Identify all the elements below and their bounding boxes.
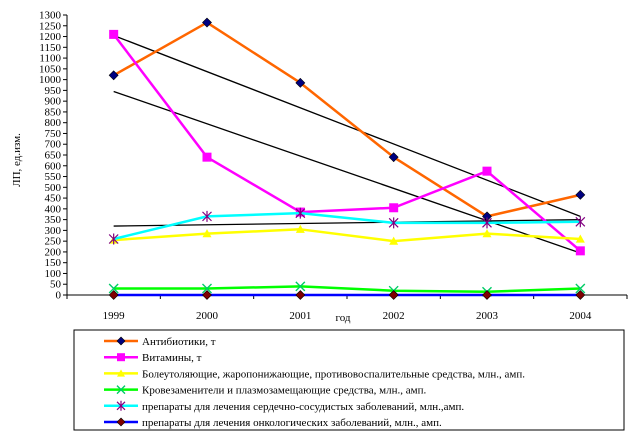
data-point xyxy=(108,70,119,81)
trendline xyxy=(113,34,581,217)
legend-entry-label: Антибиотики, т xyxy=(142,336,216,348)
y-tick-label: 400 xyxy=(45,203,62,215)
x-tick-label: 2003 xyxy=(476,310,499,322)
legend-swatch-marker xyxy=(116,385,126,395)
legend-swatch-marker xyxy=(117,369,125,377)
x-axis-title: год xyxy=(335,312,350,324)
legend-entry-label: Кровезаменители и плазмозамещающие средс… xyxy=(142,385,426,397)
data-point xyxy=(202,283,212,294)
legend-swatch-marker xyxy=(116,417,126,427)
data-point xyxy=(482,290,492,300)
data-point xyxy=(295,290,306,300)
y-tick-label: 500 xyxy=(45,182,62,194)
series-lines xyxy=(108,17,586,300)
legend-swatch-marker xyxy=(117,353,125,362)
legend: Антибиотики, т Витамины, т Болеутоляющие, … xyxy=(73,329,625,431)
trendline xyxy=(113,218,581,227)
y-tick-label: 200 xyxy=(45,246,62,258)
legend-entry-label: препараты для лечения сердечно-сосудисты… xyxy=(142,401,464,413)
y-tick-label: 350 xyxy=(45,214,62,226)
legend-entry-label: препараты для лечения онкологических заб… xyxy=(142,417,442,429)
y-tick-label: 1200 xyxy=(39,31,62,43)
data-point xyxy=(575,189,586,200)
data-point xyxy=(202,290,212,300)
data-point xyxy=(575,290,586,300)
data-point xyxy=(575,283,586,294)
data-point xyxy=(388,290,399,300)
data-point xyxy=(202,229,212,238)
legend-swatch-marker xyxy=(116,336,126,346)
data-point xyxy=(482,166,492,176)
legend-swatch-marker xyxy=(116,400,126,411)
data-point xyxy=(108,233,119,245)
data-point xyxy=(575,216,586,228)
legend-entry-label: Витамины, т xyxy=(142,352,202,364)
data-point xyxy=(575,246,585,256)
legend-box xyxy=(73,329,625,431)
y-tick-label: 650 xyxy=(45,150,62,162)
y-tick-label: 1300 xyxy=(39,10,62,22)
y-tick-label: 1150 xyxy=(39,42,61,54)
data-point xyxy=(295,77,306,88)
y-tick-label: 0 xyxy=(56,290,62,302)
data-point xyxy=(108,290,119,300)
data-point xyxy=(388,152,399,163)
y-tick-label: 700 xyxy=(45,139,62,151)
y-tick-label: 1100 xyxy=(39,53,61,65)
y-tick-label: 100 xyxy=(45,268,62,280)
series-line-5 xyxy=(113,211,581,241)
legend-entry-label: Болеутоляющие, жаропонижающие, противово… xyxy=(142,368,525,380)
data-point xyxy=(482,229,492,238)
y-tick-label: 300 xyxy=(45,225,62,237)
data-point xyxy=(295,281,306,292)
y-tick-label: 900 xyxy=(45,96,62,108)
trendlines xyxy=(113,34,581,254)
y-tick-label: 800 xyxy=(45,117,62,129)
y-tick-label: 1050 xyxy=(39,63,62,75)
y-tick-label: 550 xyxy=(45,171,62,183)
series-line-1 xyxy=(113,21,581,218)
y-tick-label: 600 xyxy=(45,160,62,172)
data-point xyxy=(575,234,585,243)
trendline xyxy=(113,90,581,254)
x-tick-label: 2000 xyxy=(196,310,219,322)
series-line-3 xyxy=(113,228,581,243)
data-point xyxy=(389,203,399,213)
data-point xyxy=(202,152,212,162)
series-line-4 xyxy=(113,285,581,294)
data-point xyxy=(389,236,399,245)
y-tick-label: 50 xyxy=(50,279,62,291)
axes: 0501001502002503003504004505005506006507… xyxy=(11,10,628,324)
x-tick-label: 2004 xyxy=(569,310,592,322)
y-tick-label: 1250 xyxy=(39,20,62,32)
y-tick-label: 850 xyxy=(45,106,62,118)
y-tick-label: 750 xyxy=(45,128,62,140)
data-point xyxy=(109,29,119,39)
data-point xyxy=(295,224,305,233)
x-tick-label: 1999 xyxy=(103,310,126,322)
data-point xyxy=(295,207,306,219)
data-point xyxy=(482,217,492,229)
series-line-2 xyxy=(112,33,582,252)
y-tick-label: 450 xyxy=(45,193,62,205)
x-tick-label: 2001 xyxy=(289,310,311,322)
data-point xyxy=(202,210,212,222)
data-point xyxy=(202,17,212,28)
y-tick-label: 1000 xyxy=(39,74,62,86)
y-tick-label: 250 xyxy=(45,236,62,248)
data-point xyxy=(388,217,399,229)
y-tick-label: 150 xyxy=(45,257,62,269)
y-axis-title: ЛП, ед.изм. xyxy=(11,133,23,187)
x-tick-label: 2002 xyxy=(383,310,405,322)
data-point xyxy=(108,283,119,294)
y-tick-label: 950 xyxy=(45,85,62,97)
